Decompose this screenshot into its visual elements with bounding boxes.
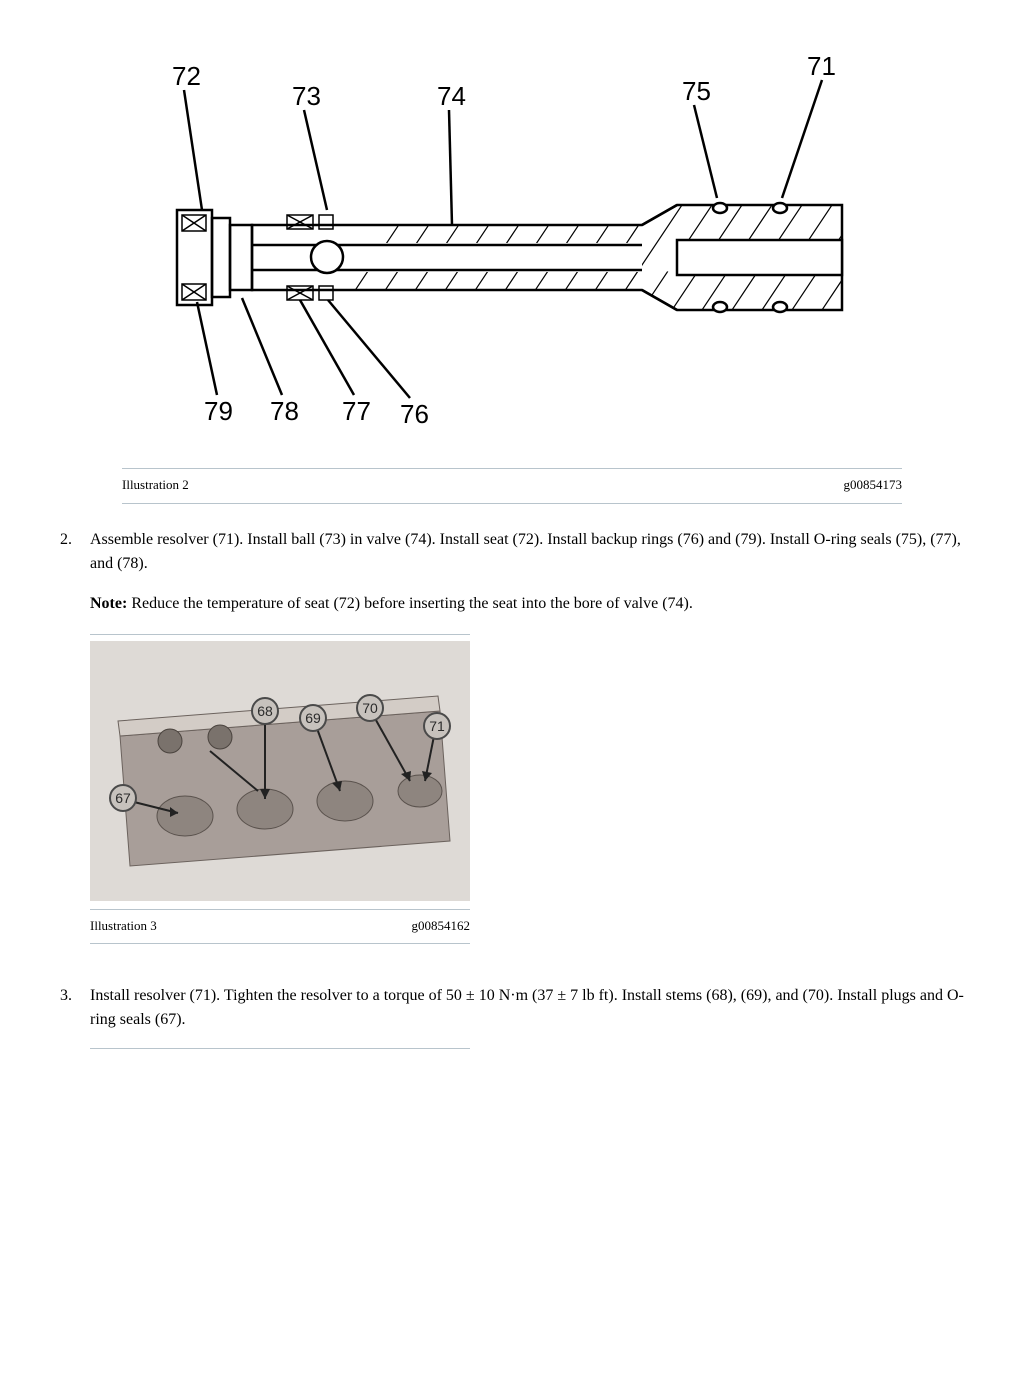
callout-71: 71 [429,718,445,734]
step-2-body: Assemble resolver (71). Install ball (73… [90,528,964,967]
illustration-3-caption-left: Illustration 3 [90,916,157,936]
step-2-note: Note: Reduce the temperature of seat (72… [90,592,964,616]
trailing-rule [90,1048,470,1049]
illustration-3-svg: 67 68 69 [90,641,470,901]
illustration-2-rule-bottom [122,503,902,504]
step-2-text: Assemble resolver (71). Install ball (73… [90,528,964,576]
step-3-text: Install resolver (71). Tighten the resol… [90,984,964,1032]
callout-70: 70 [362,700,378,716]
illustration-3-rule-mid [90,909,470,910]
label-74: 74 [437,81,466,111]
illustration-2-caption-right: g00854173 [844,475,903,495]
illustration-3-photo: 67 68 69 [90,641,470,901]
illustration-3-rule-top [90,634,470,635]
illustration-2-rule-top [122,468,902,469]
illustration-2-block: 72 73 74 75 71 [122,40,902,504]
label-73: 73 [292,81,321,111]
illustration-2-diagram: 72 73 74 75 71 [122,40,902,460]
step-2-note-label: Note: [90,595,127,612]
callout-67: 67 [115,790,131,806]
step-2: 2. Assemble resolver (71). Install ball … [60,528,964,967]
illustration-3-block: 67 68 69 [90,634,470,945]
callout-69: 69 [305,710,321,726]
illustration-3-caption: Illustration 3 g00854162 [90,916,470,936]
illustration-2-caption: Illustration 2 g00854173 [122,475,902,495]
illustration-3-rule-bottom [90,943,470,944]
step-3-number: 3. [60,984,90,1055]
label-76: 76 [400,399,429,429]
label-75: 75 [682,76,711,106]
label-78: 78 [270,396,299,426]
callout-68: 68 [257,703,273,719]
label-79: 79 [204,396,233,426]
step-2-number: 2. [60,528,90,967]
step-3-body: Install resolver (71). Tighten the resol… [90,984,964,1055]
label-71: 71 [807,51,836,81]
label-77: 77 [342,396,371,426]
step-2-note-text: Reduce the temperature of seat (72) befo… [127,595,693,612]
step-3: 3. Install resolver (71). Tighten the re… [60,984,964,1055]
label-72: 72 [172,61,201,91]
steps-list: 2. Assemble resolver (71). Install ball … [60,528,964,1056]
illustration-2-caption-left: Illustration 2 [122,475,189,495]
illustration-3-caption-right: g00854162 [412,916,471,936]
